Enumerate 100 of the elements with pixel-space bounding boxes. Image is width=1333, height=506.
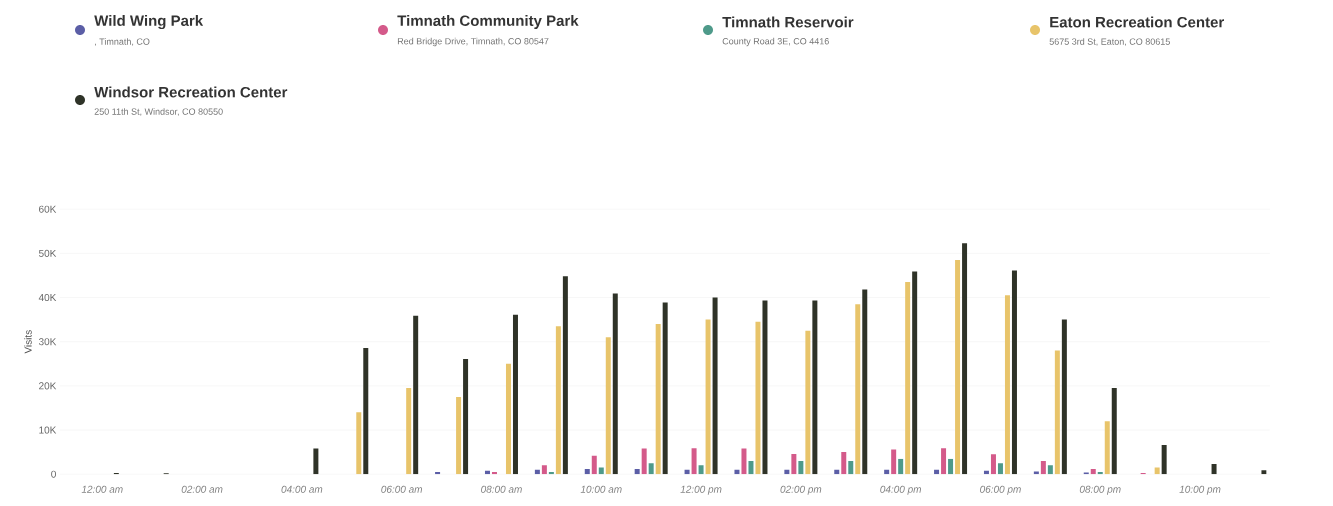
bar [741,448,747,475]
bar [841,452,847,475]
bar [562,276,568,475]
bar [691,448,697,475]
y-tick-label: 20K [39,382,57,390]
bar [648,463,654,475]
text: 5675 3rd St, Eaton, CO 80615 [1049,38,1170,46]
bar [862,289,868,475]
x-tick-label: 06:00 pm [980,485,1021,495]
bar [848,460,854,475]
bar [534,469,540,475]
bar [548,471,554,475]
bar [748,460,754,475]
bar [1011,270,1017,475]
bar [962,243,968,475]
bar [356,412,362,475]
bar [313,448,319,475]
bar [655,324,661,475]
x-tick-label: 02:00 pm [780,485,822,495]
bar [641,448,647,475]
bar [812,300,818,475]
y-tick-label: 0 [51,470,56,478]
x-tick-label: 06:00 am [381,485,423,493]
bar [805,330,811,475]
bar [463,358,469,475]
y-tick-label: 50K [38,249,57,257]
x-tick-label: 08:00 am [481,485,522,493]
bar [712,297,718,475]
bar [605,337,611,475]
x-tick-label: 08:00 pm [1079,485,1121,495]
x-tick-label: 04:00 pm [880,485,922,495]
text: County Road 3E, CO 4416 [722,37,829,47]
y-tick-label: 40K [38,293,57,302]
bar [435,471,441,475]
bar [905,282,911,475]
bar [784,469,790,475]
bar [612,293,618,475]
legend-label: Windsor Recreation Center [94,86,288,98]
bar [555,326,561,475]
bar [1104,421,1110,475]
bar [1090,468,1096,475]
bar [406,388,412,475]
bar [584,468,590,475]
y-tick-label: 10K [39,426,57,434]
bar [997,463,1003,475]
bar [941,448,947,475]
bar [491,471,497,475]
legend-label: Timnath Community Park [397,15,579,29]
x-tick-label: 10:00 am [580,485,622,493]
bar [990,454,996,475]
legend-label: Wild Wing Park [94,14,204,30]
bar [705,319,711,475]
bar [755,321,761,475]
bar [698,465,704,475]
bar [1040,460,1046,475]
bar [762,300,768,475]
x-tick-label: 02:00 am [181,485,223,493]
bar [884,469,890,475]
x-tick-label: 04:00 am [281,485,323,493]
bar [798,460,804,475]
bar [1054,350,1060,475]
bar [598,467,604,475]
bar [955,259,961,475]
bar [541,465,547,475]
bar [791,453,797,475]
bar [505,363,511,475]
bar [1004,295,1010,475]
bar [413,315,419,475]
bar [855,304,861,475]
bar [1211,464,1217,475]
bar [1061,319,1067,475]
bar [1111,388,1117,475]
bar [834,469,840,475]
text: , Timnath, CO [95,38,150,46]
text: Red Bridge Drive, Timnath, CO 80547 [397,37,549,47]
bar [456,396,462,475]
legend-label: Timnath Reservoir [722,16,854,28]
bar [1261,470,1267,475]
x-tick-label: 12:00 am [81,485,123,493]
bar [591,455,597,475]
x-tick-label: 10:00 pm [1179,485,1221,495]
bar [363,347,369,475]
bar [684,469,690,475]
text: 250 11th St, Windsor, CO 80550 [94,108,223,116]
bar [1097,471,1103,475]
bar [898,458,904,475]
bar [512,314,518,475]
bar [1047,465,1053,475]
bar [912,271,918,475]
bar [1154,467,1160,475]
bar [1161,445,1167,475]
y-axis-title: Visits [24,330,32,354]
y-tick-label: 60K [39,205,57,213]
x-tick-label: 12:00 pm [680,485,722,495]
bar [948,458,954,475]
legend-label: Eaton Recreation Center [1050,16,1225,28]
bar [634,468,640,475]
bar [662,302,668,475]
bar [934,469,940,475]
y-tick-label: 30K [38,338,57,346]
